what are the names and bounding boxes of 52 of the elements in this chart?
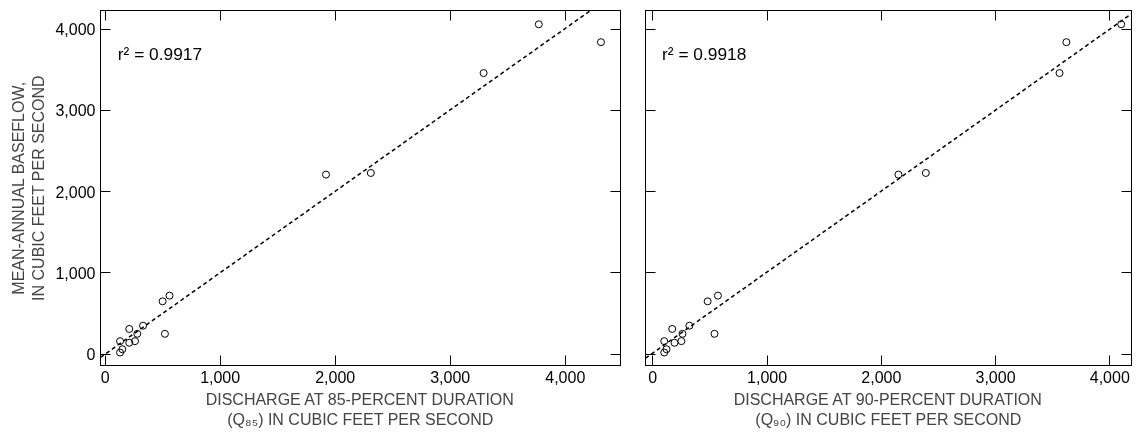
point (703, 297, 712, 306)
point (321, 170, 330, 179)
point (479, 69, 488, 78)
point (660, 337, 669, 346)
point (1055, 69, 1064, 78)
point (125, 324, 134, 333)
y-tick-label: 0 (86, 346, 96, 364)
point (668, 324, 677, 333)
x-axis-title: DISCHARGE AT 85-PERCENT DURATION (Q₈₅) IN CUBIC FEET PER SECOND (205, 390, 514, 428)
point (139, 321, 148, 330)
point (116, 337, 125, 346)
point (165, 291, 174, 300)
x-tick-label: 1,000 (200, 368, 241, 386)
point (125, 338, 134, 347)
y-tick-label: 4,000 (55, 21, 96, 39)
point (534, 20, 543, 29)
point (1062, 38, 1071, 47)
point (366, 168, 375, 177)
annotation: r² = 0.9918 (662, 43, 747, 64)
point (116, 348, 125, 357)
point (894, 170, 903, 179)
x-tick-label: 4,000 (545, 368, 586, 386)
point (133, 329, 142, 338)
y-tick-label: 1,000 (55, 264, 96, 282)
point (921, 168, 930, 177)
point (713, 291, 722, 300)
point (677, 337, 686, 346)
point (158, 297, 167, 306)
point (118, 345, 127, 354)
point (685, 321, 694, 330)
point (1117, 20, 1126, 29)
point (660, 348, 669, 357)
point (710, 329, 719, 338)
point (662, 345, 671, 354)
x-tick-label: 0 (648, 368, 658, 386)
point (596, 38, 605, 47)
x-tick-label: 1,000 (747, 368, 788, 386)
x-tick-label: 2,000 (861, 368, 902, 386)
point (670, 338, 679, 347)
x-tick-label: 3,000 (975, 368, 1016, 386)
y-tick-label: 3,000 (55, 102, 96, 120)
point (160, 329, 169, 338)
x-axis-title: DISCHARGE AT 90-PERCENT DURATION (Q₉₀) IN CUBIC FEET PER SECOND (733, 390, 1042, 428)
point (131, 337, 140, 346)
x-tick-label: 2,000 (315, 368, 356, 386)
x-tick-label: 3,000 (430, 368, 471, 386)
annotation: r² = 0.9917 (117, 43, 203, 64)
y-tick-label: 2,000 (55, 183, 96, 201)
x-tick-label: 0 (100, 368, 110, 386)
x-tick-label: 4,000 (1089, 368, 1130, 386)
y-axis-title: MEAN-ANNUAL BASEFLOW, IN CUBIC FEET PER SECOND (10, 75, 48, 301)
point (678, 329, 687, 338)
